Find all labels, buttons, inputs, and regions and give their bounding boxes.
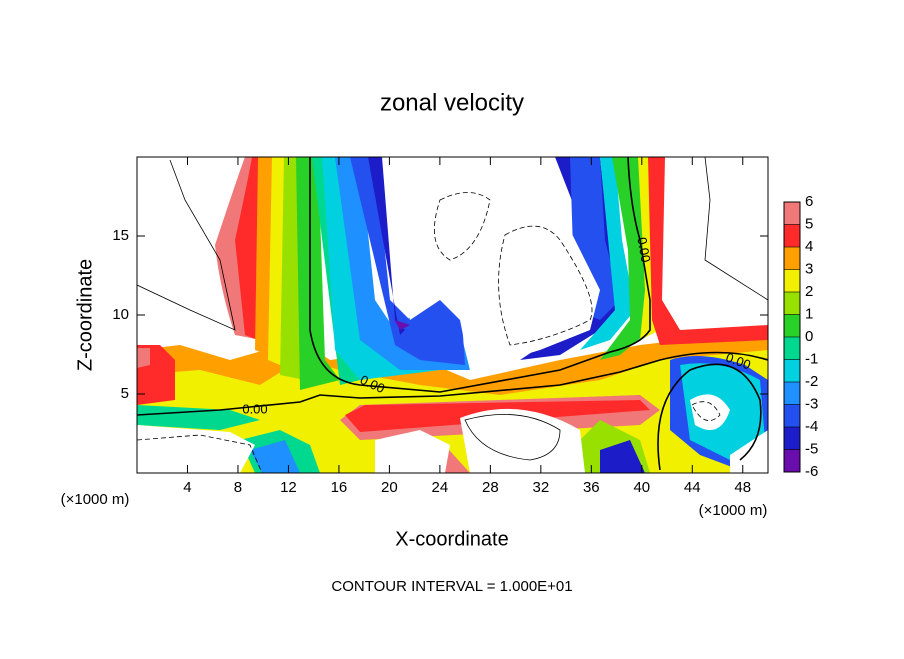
- blank-region: [137, 157, 238, 345]
- contour-line: [137, 434, 263, 473]
- contour-band: [322, 157, 440, 380]
- colorbar-band: [784, 404, 800, 427]
- x-tick-label: 20: [381, 479, 398, 496]
- contour-band: [648, 157, 768, 345]
- blank-region: [690, 394, 730, 430]
- blank-region: [375, 430, 450, 473]
- colorbar-band: [784, 337, 800, 360]
- colorbar-label: 0: [805, 328, 813, 345]
- x-axis-label: X-coordinate: [395, 528, 508, 550]
- x-unit-label: (×1000 m): [61, 491, 130, 508]
- blank-region: [137, 425, 255, 473]
- contour-line: [137, 159, 236, 331]
- x-tick-label: 12: [280, 479, 297, 496]
- colorbar-label: 6: [805, 193, 813, 210]
- x-tick-label: 4: [183, 479, 191, 496]
- colorbar-label: -4: [805, 418, 818, 435]
- contour-line: [657, 363, 762, 471]
- contour-band: [137, 348, 150, 368]
- x-tick-label: 8: [234, 479, 242, 496]
- x-unit-label: (×1000 m): [699, 502, 768, 519]
- contour-line: [309, 157, 651, 393]
- colorbar-band: [784, 269, 800, 292]
- colorbar-label: 3: [805, 260, 813, 277]
- blank-region: [460, 408, 585, 473]
- colorbar-label: -5: [805, 440, 818, 457]
- blank-region: [390, 157, 600, 370]
- contour-band: [600, 440, 645, 473]
- y-tick-label: 15: [112, 227, 129, 244]
- y-tick-label: 10: [112, 306, 129, 323]
- contour-lines: [137, 157, 768, 473]
- colorbar-label: -2: [805, 373, 818, 390]
- colorbar-label: -6: [805, 463, 818, 480]
- x-tick-label: 28: [482, 479, 499, 496]
- x-tick-label: 16: [331, 479, 348, 496]
- plot-frame: [136, 156, 769, 474]
- colorbar-label: 1: [805, 305, 813, 322]
- contour-band: [137, 405, 260, 430]
- colorbar-label: 5: [805, 215, 813, 232]
- contour-line: [434, 192, 491, 261]
- y-axis-label: Z-coordinate: [74, 259, 96, 371]
- contour-label: 0.00: [242, 401, 267, 416]
- x-tick-label: 24: [432, 479, 449, 496]
- colorbar-label: 4: [805, 238, 813, 255]
- x-tick-label: 44: [684, 479, 701, 496]
- colorbar-label: -1: [805, 350, 818, 367]
- colorbar-label: -3: [805, 395, 818, 412]
- colorbar-band: [784, 359, 800, 382]
- x-tick-label: 32: [532, 479, 549, 496]
- colorbar-band: [784, 202, 800, 225]
- chart-title: zonal velocity: [380, 89, 524, 116]
- contour-line: [137, 351, 768, 416]
- colorbar-band: [784, 382, 800, 405]
- contour-label: 0.00: [634, 236, 653, 264]
- contour-band: [368, 157, 405, 335]
- contour-band: [250, 440, 300, 473]
- x-tick-label: 48: [734, 479, 751, 496]
- colorbar-label: 2: [805, 283, 813, 300]
- colorbar-band: [784, 314, 800, 337]
- colorbar-band: [784, 449, 800, 472]
- contour-line: [704, 157, 768, 301]
- x-tick-label: 36: [583, 479, 600, 496]
- contour-band: [296, 157, 340, 390]
- contour-line: [498, 225, 593, 346]
- contour-band: [580, 157, 635, 350]
- blank-region: [665, 157, 768, 322]
- colorbar-band: [784, 247, 800, 270]
- x-tick-label: 40: [633, 479, 650, 496]
- colorbar-band: [784, 292, 800, 315]
- contour-band: [384, 300, 410, 330]
- contour-line: [464, 413, 561, 461]
- contour-line: [691, 401, 721, 422]
- colorbar-frame: [783, 201, 801, 473]
- contour-field: [137, 157, 768, 473]
- colorbar-band: [784, 427, 800, 450]
- colorbar-band: [784, 224, 800, 247]
- footer: CONTOUR INTERVAL = 1.000E+01: [331, 578, 572, 595]
- y-tick-label: 5: [121, 385, 129, 402]
- contour-band: [600, 157, 650, 360]
